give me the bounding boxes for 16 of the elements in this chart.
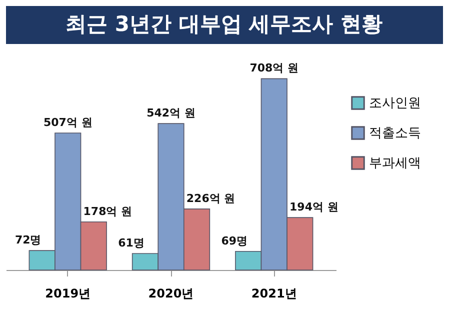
data-label: 542억 원 [146, 106, 196, 120]
chart-title: 최근 3년간 대부업 세무조사 현황 [66, 12, 382, 36]
data-label: 178억 원 [83, 204, 132, 218]
legend-label: 적출소득 [369, 126, 421, 141]
legend-label: 조사인원 [369, 96, 421, 111]
data-label: 61명 [118, 236, 144, 250]
data-label: 226억 원 [186, 192, 236, 205]
legend-label: 부과세액 [369, 156, 421, 171]
data-label: 72명 [14, 234, 42, 247]
data-label: 194억 원 [290, 200, 338, 214]
data-label: 708억 원 [250, 62, 299, 75]
x-tick-label: 2019년 [45, 286, 91, 300]
data-label: 69명 [221, 234, 248, 248]
x-tick-label: 2021년 [251, 286, 297, 300]
x-tick-label: 2020년 [148, 286, 194, 300]
data-label: 507억 원 [43, 116, 92, 130]
